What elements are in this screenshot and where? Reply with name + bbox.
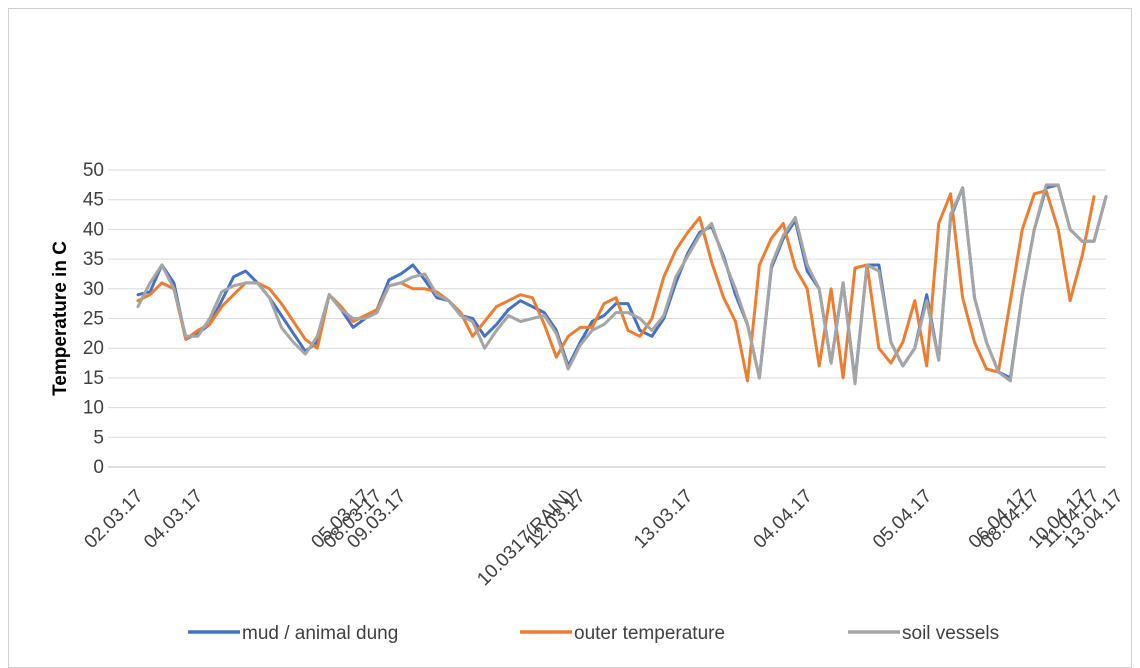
y-axis-ticks: 0 5 10 15 20 25 30 35 40 45 50 (83, 160, 104, 478)
y-tick-label: 25 (83, 309, 104, 330)
y-tick-label: 5 (93, 427, 104, 448)
series-line-soil-vessels (136, 183, 1108, 386)
series-line-outer-temperature (136, 189, 1096, 383)
x-tick-label: 04.03.17 (140, 486, 207, 553)
y-tick-label: 0 (93, 457, 104, 478)
x-tick-label: 02.03.17 (80, 486, 147, 553)
y-tick-label: 15 (83, 368, 104, 389)
legend: mud / animal dung outer temperature soil v… (188, 623, 999, 644)
legend-label-soil-vessels: soil vessels (902, 623, 999, 644)
x-tick-label: 05.04.17 (869, 486, 936, 553)
legend-label-mud-animal-dung: mud / animal dung (242, 623, 398, 644)
series-lines (136, 183, 1108, 386)
y-tick-label: 50 (83, 160, 104, 181)
y-tick-label: 45 (83, 190, 104, 211)
y-tick-label: 20 (83, 338, 104, 359)
y-axis-label: Temperature in C (50, 241, 71, 396)
line-chart: 0 5 10 15 20 25 30 35 40 45 50 Temperature in C 02… (50, 160, 1127, 644)
y-tick-label: 30 (83, 279, 104, 300)
y-tick-label: 10 (83, 398, 104, 419)
legend-label-outer-temperature: outer temperature (574, 623, 725, 644)
x-tick-label: 13.03.17 (630, 486, 697, 553)
gridlines (108, 169, 1106, 468)
x-tick-label: 04.04.17 (750, 486, 817, 553)
y-tick-label: 40 (83, 219, 104, 240)
y-tick-label: 35 (83, 249, 104, 270)
